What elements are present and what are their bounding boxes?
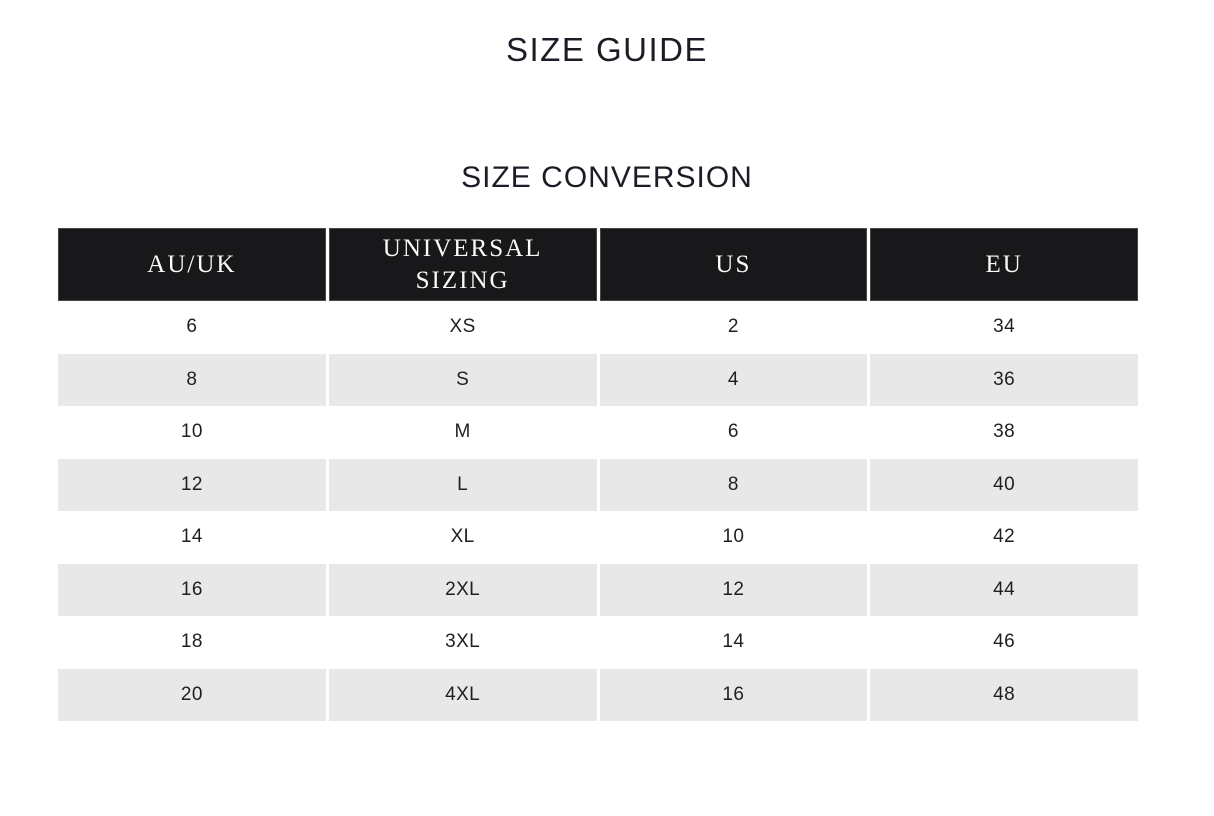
table-row: 12 L 8 40 (58, 458, 1138, 511)
table-cell: 18 (58, 616, 326, 669)
table-cell: 14 (599, 616, 868, 669)
section-title: SIZE CONVERSION (461, 161, 753, 194)
table-cell: 42 (870, 511, 1138, 564)
table-cell: 10 (58, 406, 326, 459)
table-row: 16 2XL 12 44 (58, 563, 1138, 616)
table-cell: 2 (599, 301, 868, 354)
table-cell: 6 (58, 301, 326, 354)
table-cell: 8 (58, 353, 326, 406)
table-cell: 14 (58, 511, 326, 564)
table-cell: 12 (58, 458, 326, 511)
table-cell: 12 (599, 563, 868, 616)
table-row: 10 M 6 38 (58, 406, 1138, 459)
table-cell: 3XL (328, 616, 597, 669)
header-cell-eu: EU (870, 228, 1138, 301)
header-cell-us: US (599, 228, 868, 301)
table-cell: 38 (870, 406, 1138, 459)
table-cell: 4XL (328, 668, 597, 721)
table-cell: 10 (599, 511, 868, 564)
header-cell-au-uk: AU/UK (58, 228, 326, 301)
header-cell-label: AU/UK (147, 250, 237, 278)
table-cell: L (328, 458, 597, 511)
table-cell: 20 (58, 668, 326, 721)
table-cell: 46 (870, 616, 1138, 669)
table-cell: 34 (870, 301, 1138, 354)
table-row: 8 S 4 36 (58, 353, 1138, 406)
table-cell: 2XL (328, 563, 597, 616)
table-header-row: AU/UK UNIVERSAL SIZING US EU (58, 228, 1138, 301)
table-cell: 8 (599, 458, 868, 511)
table-row: 14 XL 10 42 (58, 511, 1138, 564)
header-cell-label: US (715, 250, 752, 278)
table-cell: 16 (599, 668, 868, 721)
table-cell: 4 (599, 353, 868, 406)
table-cell: 44 (870, 563, 1138, 616)
table-cell: 6 (599, 406, 868, 459)
header-cell-label: UNIVERSAL SIZING (382, 235, 543, 294)
table-row: 20 4XL 16 48 (58, 668, 1138, 721)
table-cell: 16 (58, 563, 326, 616)
table-cell: 40 (870, 458, 1138, 511)
table-row: 18 3XL 14 46 (58, 616, 1138, 669)
table-cell: S (328, 353, 597, 406)
table-row: 6 XS 2 34 (58, 301, 1138, 354)
size-conversion-table: AU/UK UNIVERSAL SIZING US EU 6 XS 2 34 8 S 4 36 10 M… (58, 228, 1138, 721)
table-body: 6 XS 2 34 8 S 4 36 10 M 6 38 12 L 8 40 14 XL 10 42 16 2XL 12 44… (58, 301, 1138, 721)
header-cell-label: EU (985, 250, 1023, 278)
header-cell-universal-sizing: UNIVERSAL SIZING (328, 228, 597, 301)
table-cell: 48 (870, 668, 1138, 721)
table-cell: XS (328, 301, 597, 354)
table-cell: XL (328, 511, 597, 564)
table-cell: 36 (870, 353, 1138, 406)
page-title: SIZE GUIDE (505, 31, 709, 68)
table-cell: M (328, 406, 597, 459)
